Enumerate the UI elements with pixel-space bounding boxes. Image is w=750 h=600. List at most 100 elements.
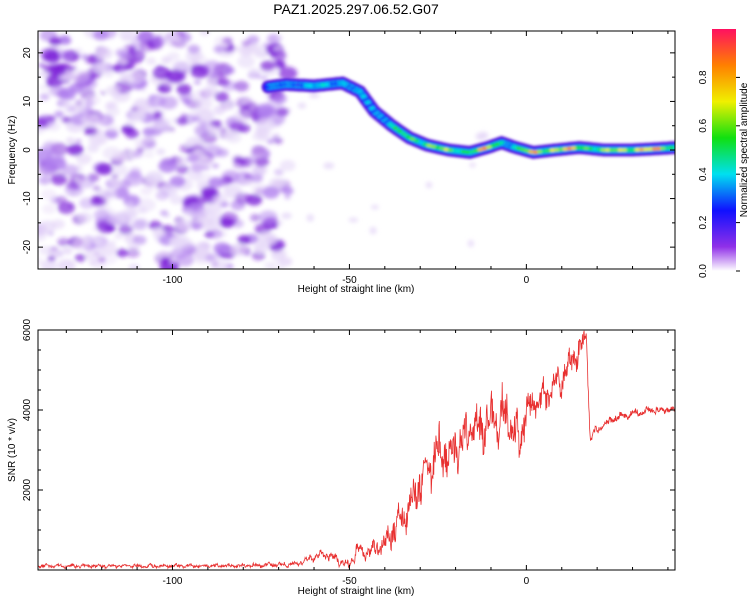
noise-blob bbox=[142, 133, 156, 144]
noise-blob bbox=[46, 81, 54, 88]
colorbar: 0.0 0.2 0.4 0.6 0.8 Normalized spectral ampl… bbox=[698, 29, 750, 278]
noise-blob bbox=[175, 164, 190, 175]
noise-blob bbox=[40, 47, 60, 62]
snr-x-label: Height of straight line (km) bbox=[298, 586, 415, 597]
ridge-cell bbox=[621, 148, 628, 152]
noise-blob bbox=[67, 203, 74, 208]
noise-blob bbox=[86, 95, 101, 106]
colorbar-label: Normalized spectral amplitude bbox=[739, 82, 750, 217]
ridge-cell bbox=[524, 148, 530, 153]
noise-blob bbox=[125, 128, 140, 139]
noise-blob bbox=[118, 74, 129, 82]
noise-blob bbox=[232, 159, 246, 169]
ridge-cell bbox=[303, 83, 310, 88]
ridge-cell bbox=[371, 109, 378, 113]
noise-blob bbox=[257, 231, 278, 246]
noise-blob bbox=[65, 137, 76, 144]
noise-blob bbox=[212, 194, 227, 205]
ridge-cell bbox=[583, 146, 590, 151]
ridge-cell bbox=[307, 83, 314, 88]
ridge-cell bbox=[634, 147, 641, 152]
ridge-cell bbox=[469, 150, 475, 154]
ridge-band bbox=[263, 78, 675, 157]
ridge-cell bbox=[549, 148, 556, 152]
noise-blob bbox=[131, 110, 147, 122]
noise-blob bbox=[253, 242, 269, 254]
ridge-cell bbox=[405, 135, 412, 139]
noise-blob bbox=[175, 219, 193, 232]
colorbar-gradient bbox=[712, 29, 736, 271]
noise-blob bbox=[152, 227, 166, 238]
ridge-cell bbox=[392, 126, 399, 130]
ridge-cell bbox=[562, 147, 569, 151]
ridge-halo bbox=[261, 76, 675, 160]
noise-blob bbox=[128, 263, 140, 269]
noise-blob bbox=[132, 235, 147, 245]
ridge-cell bbox=[354, 88, 361, 93]
noise-blob bbox=[100, 90, 107, 96]
noise-blob bbox=[124, 120, 131, 125]
ridge-cell bbox=[362, 97, 369, 102]
noise-blob bbox=[157, 31, 166, 36]
ridge-cell bbox=[430, 144, 437, 149]
noise-blob bbox=[189, 57, 200, 65]
x-tick-label: 0 bbox=[524, 275, 530, 286]
ridge-cell bbox=[507, 143, 513, 148]
noise-blob bbox=[67, 261, 74, 267]
noise-blob bbox=[248, 105, 256, 111]
noise-blob bbox=[98, 49, 105, 54]
ridge-cell bbox=[664, 146, 670, 150]
noise-blob bbox=[176, 116, 189, 126]
noise-blob bbox=[306, 214, 314, 222]
noise-blob bbox=[72, 237, 92, 251]
noise-blob bbox=[146, 57, 157, 65]
ridge-cell bbox=[286, 82, 293, 87]
snr-plot-frame bbox=[37, 329, 676, 571]
noise-blob bbox=[148, 94, 156, 101]
ridge-cell bbox=[422, 142, 429, 147]
noise-blob bbox=[191, 222, 203, 231]
noise-blob bbox=[273, 137, 283, 145]
noise-blob bbox=[165, 69, 185, 84]
ridge-cell bbox=[554, 148, 560, 152]
noise-blob bbox=[183, 99, 192, 106]
ridge-cell bbox=[520, 147, 526, 152]
noise-blob bbox=[158, 251, 169, 259]
noise-blob bbox=[469, 162, 476, 168]
ridge-cell bbox=[643, 147, 649, 152]
noise-blob bbox=[48, 63, 67, 77]
noise-blob bbox=[86, 143, 100, 153]
noise-blob bbox=[253, 164, 269, 175]
noise-blob bbox=[180, 113, 188, 119]
noise-blob bbox=[268, 242, 283, 253]
ridge-cell bbox=[443, 147, 450, 152]
noise-blob bbox=[214, 91, 229, 102]
ridge-cell bbox=[541, 149, 547, 153]
noise-blob bbox=[251, 133, 263, 141]
ridge-cell bbox=[337, 81, 344, 85]
noise-blob bbox=[276, 107, 289, 117]
noise-blob bbox=[369, 226, 377, 235]
noise-blob bbox=[60, 36, 72, 45]
noise-blob bbox=[64, 182, 84, 197]
noise-blob bbox=[113, 187, 130, 199]
ridge-cell bbox=[668, 146, 675, 150]
ridge-cell bbox=[613, 148, 620, 152]
noise-blob bbox=[125, 201, 135, 208]
colorbar-tick-label: 0.0 bbox=[698, 264, 709, 278]
noise-blob bbox=[41, 260, 58, 269]
noise-blob bbox=[255, 74, 262, 79]
noise-blob bbox=[266, 138, 275, 144]
noise-blob bbox=[95, 63, 108, 72]
noise-blob bbox=[47, 89, 55, 95]
noise-blob bbox=[132, 219, 148, 231]
x-tick-label: -50 bbox=[342, 576, 357, 587]
noise-blob bbox=[86, 128, 94, 134]
noise-blob bbox=[183, 208, 196, 218]
noise-blob bbox=[125, 71, 144, 85]
noise-blob bbox=[256, 106, 273, 118]
snr-ticks: -100 -50 0 2000 4000 6000 bbox=[22, 318, 675, 587]
noise-blob bbox=[213, 242, 231, 255]
